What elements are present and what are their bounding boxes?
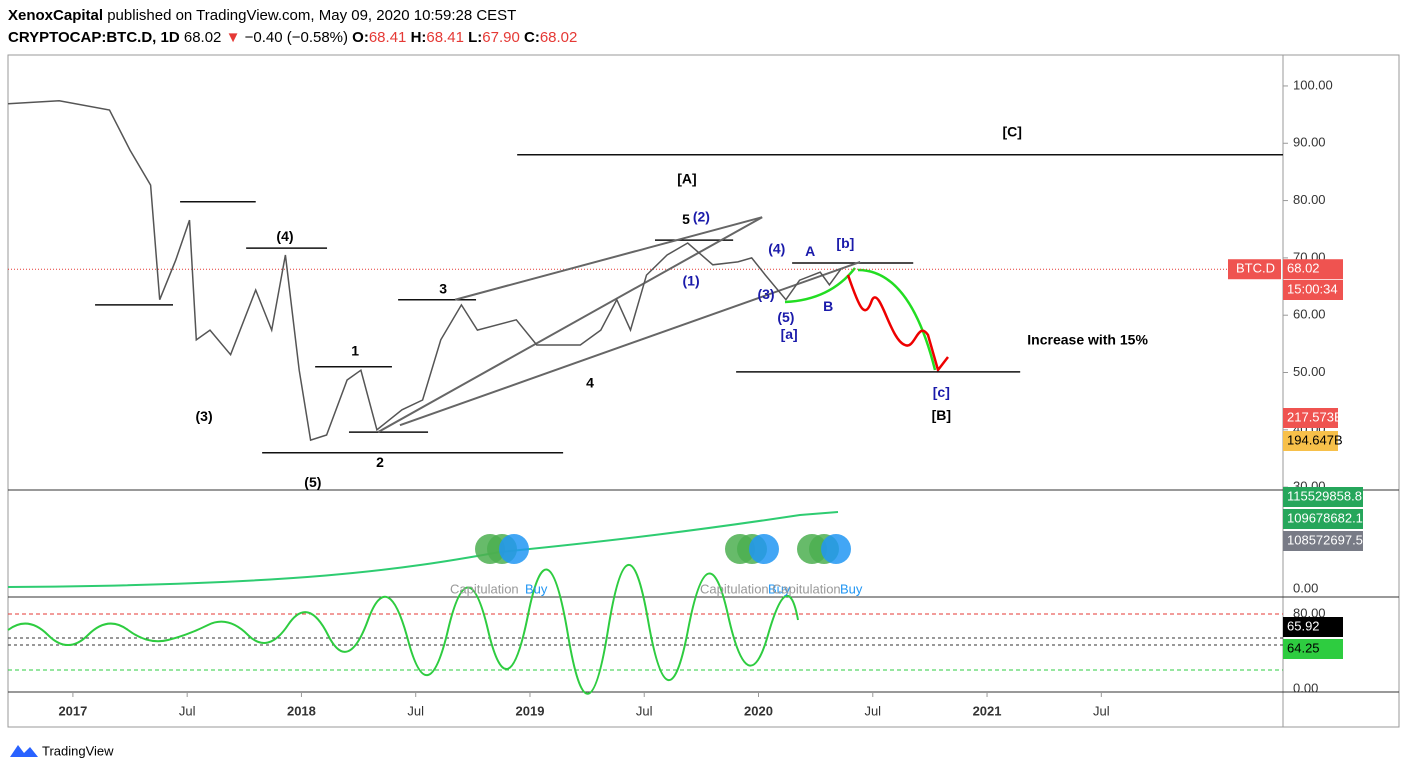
signal-text: Capitulation [772, 581, 841, 596]
annotation: (4) [768, 241, 785, 257]
down-arrow: ▼ [221, 29, 244, 46]
h-label: H: [411, 29, 427, 46]
last: 68.02 [184, 29, 222, 46]
y-tick-label: 60.00 [1293, 307, 1326, 322]
symbol-tag: BTC.D [1236, 261, 1275, 276]
x-tick-label: Jul [864, 703, 881, 718]
signal-text: Buy [768, 581, 791, 596]
trend-line [454, 216, 763, 301]
green-arrow [857, 268, 937, 371]
annotation: [C] [1002, 124, 1021, 140]
x-tick-label: 2021 [973, 703, 1002, 718]
last-price-label: 68.02 [1287, 261, 1320, 276]
signal-text: Buy [840, 581, 863, 596]
price-line [7, 100, 842, 442]
x-tick-label: 2017 [58, 703, 87, 718]
y-tick-label: 100.00 [1293, 77, 1333, 92]
brand: TradingView [42, 743, 114, 758]
green-arc [784, 267, 856, 304]
volume-label: 217.573B [1287, 409, 1343, 424]
indicator-label: 115529858.81 [1287, 488, 1369, 503]
annotation: [A] [677, 171, 696, 187]
rsi-label: 65.92 [1287, 618, 1320, 633]
trend-line [377, 216, 763, 433]
frame [7, 54, 1400, 728]
annotation: 2 [376, 454, 384, 470]
x-tick-label: 2020 [744, 703, 773, 718]
x-tick-label: Jul [1093, 703, 1110, 718]
y-tick-label: 80.00 [1293, 192, 1326, 207]
annotation: [B] [932, 407, 951, 423]
signal-dot [499, 534, 529, 564]
indicator-label-box [1283, 531, 1363, 551]
annotation: [b] [836, 235, 854, 251]
annotation: [a] [781, 326, 798, 342]
annotation: [c] [933, 384, 950, 400]
annotation: (3) [196, 408, 213, 424]
annotation: 3 [439, 281, 447, 297]
header-line-1: XenoxCapital published on TradingView.co… [8, 7, 516, 24]
low: 67.90 [482, 29, 520, 46]
rsi-label: 0.00 [1293, 680, 1318, 695]
signal-dot [821, 534, 851, 564]
countdown: 15:00:34 [1287, 281, 1338, 296]
rsi-label: 64.25 [1287, 640, 1320, 655]
x-tick-label: 2018 [287, 703, 316, 718]
red-path [846, 274, 949, 373]
annotation: (3) [757, 286, 774, 302]
indicator-label: 108572697.51 [1287, 532, 1370, 547]
y-tick-label: 90.00 [1293, 135, 1326, 150]
indicator-label-box [1283, 487, 1363, 507]
annotation: B [823, 298, 833, 314]
annotation: 4 [586, 375, 594, 391]
high: 68.41 [426, 29, 464, 46]
annotation: (5) [304, 474, 321, 490]
volume-label: 194.647B [1287, 432, 1343, 447]
open: 68.41 [369, 29, 407, 46]
l-label: L: [468, 29, 482, 46]
x-tick-label: 2019 [516, 703, 545, 718]
annotation: (4) [276, 228, 293, 244]
rsi-label: 80.00 [1293, 605, 1326, 620]
volume-label-box [1283, 431, 1338, 451]
change: −0.40 (−0.58%) [245, 29, 348, 46]
symbol: CRYPTOCAP:BTC.D, 1D [8, 29, 180, 46]
annotation: (2) [693, 208, 710, 224]
o-label: O: [352, 29, 369, 46]
volume-label-box [1283, 408, 1338, 428]
rsi-curve [7, 564, 799, 695]
rsi-label-box [1283, 639, 1343, 659]
header-line-2: CRYPTOCAP:BTC.D, 1D 68.02 ▼ −0.40 (−0.58… [8, 29, 577, 46]
signal-dot [749, 534, 779, 564]
tv-logo [10, 745, 38, 757]
trend-line [399, 260, 861, 427]
last-price-label-box [1283, 259, 1343, 280]
annotation: (1) [683, 273, 700, 289]
annotation: Increase with 15% [1027, 332, 1148, 348]
close: 68.02 [540, 29, 578, 46]
c-label: C: [524, 29, 540, 46]
published: published on TradingView.com, May 09, 20… [107, 7, 516, 24]
signal-text: Capitulation [450, 581, 519, 596]
annotation: 1 [351, 343, 359, 359]
indicator-label: 109678682.17 [1287, 510, 1370, 525]
indicator-label: 0.00 [1293, 580, 1318, 595]
indicator-label-box [1283, 509, 1363, 529]
annotation: 5 [682, 211, 690, 227]
symbol-tag-box [1228, 259, 1281, 280]
x-tick-label: Jul [179, 703, 196, 718]
annotation: A [805, 243, 815, 259]
y-tick-label: 50.00 [1293, 364, 1326, 379]
x-tick-label: Jul [636, 703, 653, 718]
signal-text: Capitulation [700, 581, 769, 596]
countdown-box [1283, 280, 1343, 300]
signal-text: Buy [525, 581, 548, 596]
annotation: (5) [777, 309, 794, 325]
publisher: XenoxCapital [8, 7, 103, 24]
rsi-label-box [1283, 617, 1343, 637]
x-tick-label: Jul [407, 703, 424, 718]
